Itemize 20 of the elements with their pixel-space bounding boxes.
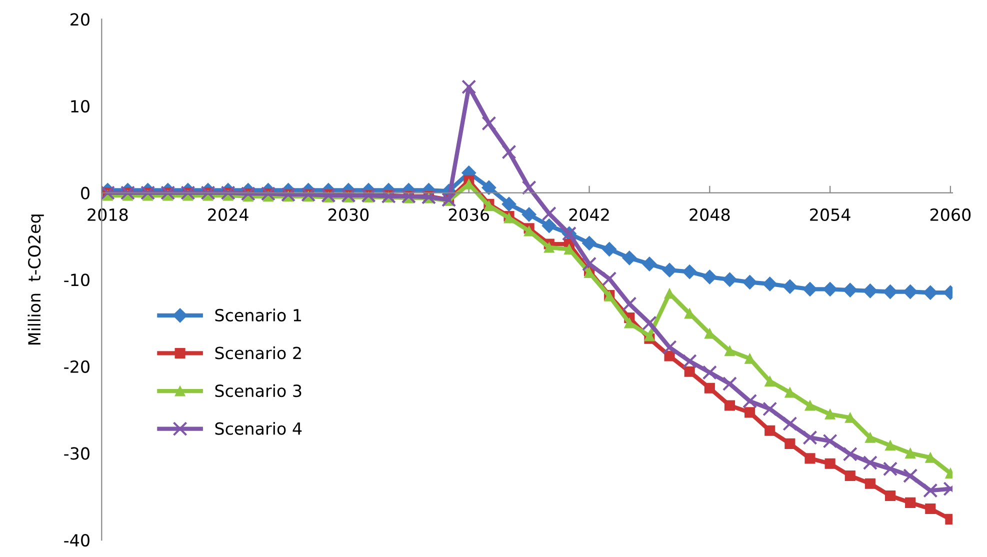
x-tick-label: 2018	[88, 208, 128, 221]
y-tick-label: 10	[71, 100, 90, 113]
legend-label: Scenario 2	[215, 346, 301, 360]
x-tick-label: 2048	[690, 208, 730, 221]
legend-label: Scenario 4	[215, 422, 302, 435]
legend-label: Scenario 1	[215, 308, 302, 322]
y-tick-label: -10	[64, 274, 90, 286]
y-tick-label: -20	[64, 360, 90, 373]
y-tick-label: -30	[64, 447, 90, 460]
x-tick-label: 2030	[328, 208, 369, 221]
y-tick-label: 20	[70, 13, 90, 26]
legend-label: Scenario 3	[215, 384, 302, 398]
y-tick-label: -40	[64, 534, 90, 547]
y-axis-title: Million t-CO2eq	[28, 214, 44, 344]
y-tick-label: 0	[81, 186, 90, 200]
x-tick-label: 2060	[930, 208, 971, 221]
x-tick-label: 2036	[448, 208, 490, 221]
x-tick-label: 2024	[208, 208, 248, 221]
x-tick-label: 2042	[569, 208, 609, 221]
x-tick-label: 2054	[810, 208, 850, 221]
